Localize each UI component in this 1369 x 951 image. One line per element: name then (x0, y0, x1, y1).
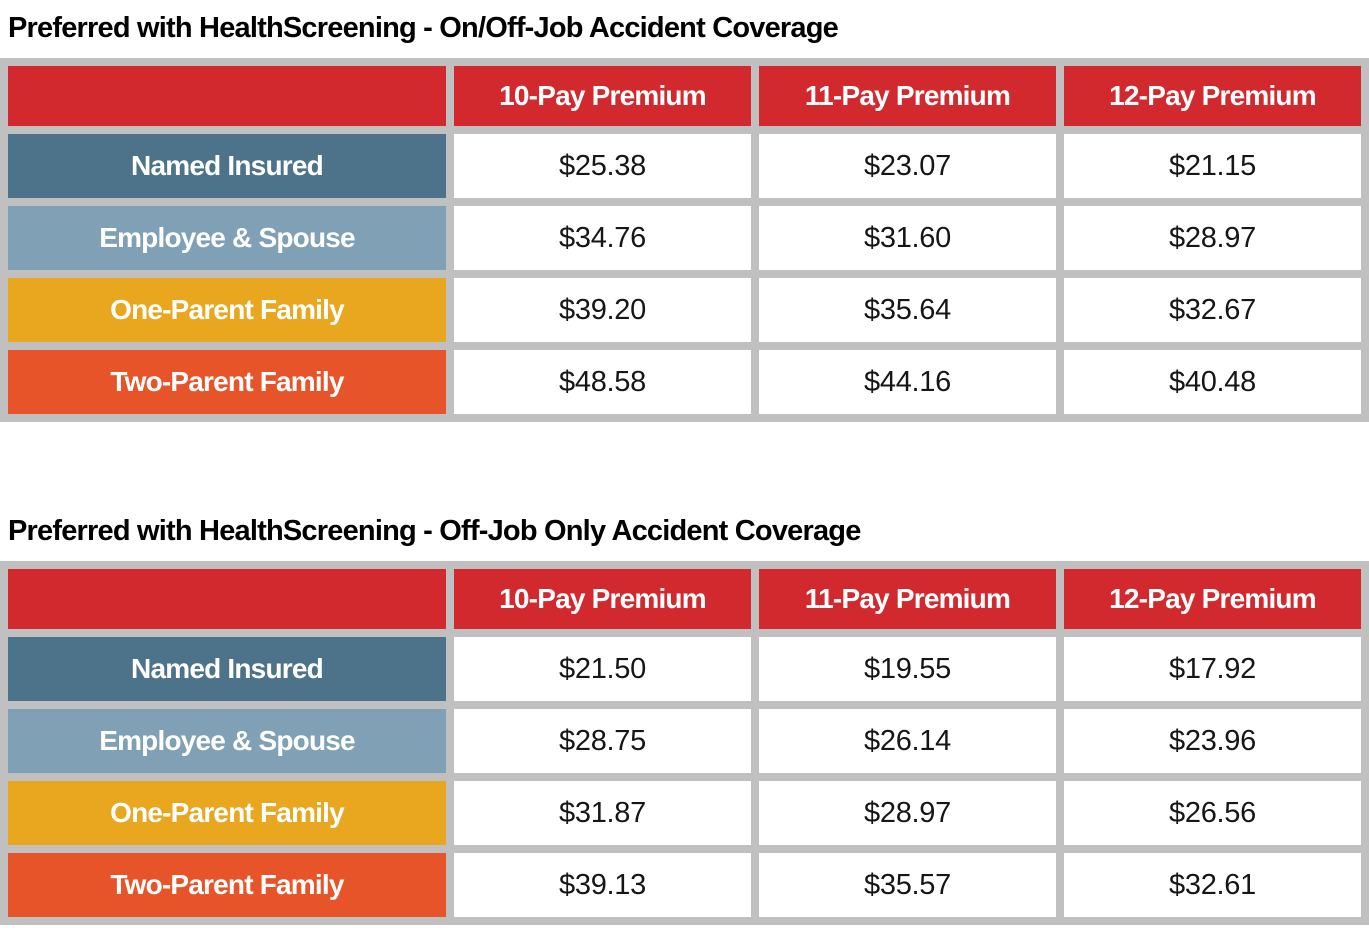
premium-value: $19.55 (759, 637, 1056, 701)
premium-value: $32.61 (1064, 853, 1361, 917)
premium-value: $48.58 (454, 350, 751, 414)
column-header: 10-Pay Premium (454, 569, 751, 629)
premium-value: $35.64 (759, 278, 1056, 342)
premium-value: $31.60 (759, 206, 1056, 270)
premium-value: $39.20 (454, 278, 751, 342)
column-header: 11-Pay Premium (759, 66, 1056, 126)
premium-value: $23.07 (759, 134, 1056, 198)
column-header: 12-Pay Premium (1064, 569, 1361, 629)
table-row: One-Parent Family $31.87 $28.97 $26.56 (8, 781, 1361, 845)
premium-value: $31.87 (454, 781, 751, 845)
row-label: Employee & Spouse (8, 206, 446, 270)
premium-value: $28.97 (759, 781, 1056, 845)
corner-cell (8, 569, 446, 629)
row-label: Employee & Spouse (8, 709, 446, 773)
premium-rate-sheet: Preferred with HealthScreening - On/Off-… (0, 11, 1369, 925)
coverage-section: Preferred with HealthScreening - On/Off-… (0, 11, 1369, 422)
header-row: 10-Pay Premium 11-Pay Premium 12-Pay Premi… (8, 66, 1361, 126)
row-label: Named Insured (8, 134, 446, 198)
premium-value: $44.16 (759, 350, 1056, 414)
premium-value: $26.56 (1064, 781, 1361, 845)
row-label: Two-Parent Family (8, 853, 446, 917)
row-label: Two-Parent Family (8, 350, 446, 414)
table-row: Named Insured $25.38 $23.07 $21.15 (8, 134, 1361, 198)
table-row: Two-Parent Family $48.58 $44.16 $40.48 (8, 350, 1361, 414)
premium-value: $34.76 (454, 206, 751, 270)
premium-value: $17.92 (1064, 637, 1361, 701)
premium-value: $39.13 (454, 853, 751, 917)
premium-value: $28.97 (1064, 206, 1361, 270)
row-label: One-Parent Family (8, 781, 446, 845)
row-label: One-Parent Family (8, 278, 446, 342)
premium-value: $32.67 (1064, 278, 1361, 342)
premium-value: $21.15 (1064, 134, 1361, 198)
premium-value: $21.50 (454, 637, 751, 701)
section-title: Preferred with HealthScreening - On/Off-… (8, 12, 839, 44)
table-row: One-Parent Family $39.20 $35.64 $32.67 (8, 278, 1361, 342)
rate-table: 10-Pay Premium 11-Pay Premium 12-Pay Premi… (0, 561, 1369, 925)
column-header: 11-Pay Premium (759, 569, 1056, 629)
table-row: Two-Parent Family $39.13 $35.57 $32.61 (8, 853, 1361, 917)
premium-value: $28.75 (454, 709, 751, 773)
coverage-section: Preferred with HealthScreening - Off-Job… (0, 514, 1369, 925)
premium-value: $35.57 (759, 853, 1056, 917)
premium-value: $25.38 (454, 134, 751, 198)
premium-value: $23.96 (1064, 709, 1361, 773)
column-header: 12-Pay Premium (1064, 66, 1361, 126)
rate-table: 10-Pay Premium 11-Pay Premium 12-Pay Premi… (0, 58, 1369, 422)
corner-cell (8, 66, 446, 126)
section-title: Preferred with HealthScreening - Off-Job… (8, 515, 861, 547)
table-row: Employee & Spouse $28.75 $26.14 $23.96 (8, 709, 1361, 773)
header-row: 10-Pay Premium 11-Pay Premium 12-Pay Premi… (8, 569, 1361, 629)
premium-value: $40.48 (1064, 350, 1361, 414)
table-row: Employee & Spouse $34.76 $31.60 $28.97 (8, 206, 1361, 270)
row-label: Named Insured (8, 637, 446, 701)
premium-value: $26.14 (759, 709, 1056, 773)
column-header: 10-Pay Premium (454, 66, 751, 126)
table-row: Named Insured $21.50 $19.55 $17.92 (8, 637, 1361, 701)
